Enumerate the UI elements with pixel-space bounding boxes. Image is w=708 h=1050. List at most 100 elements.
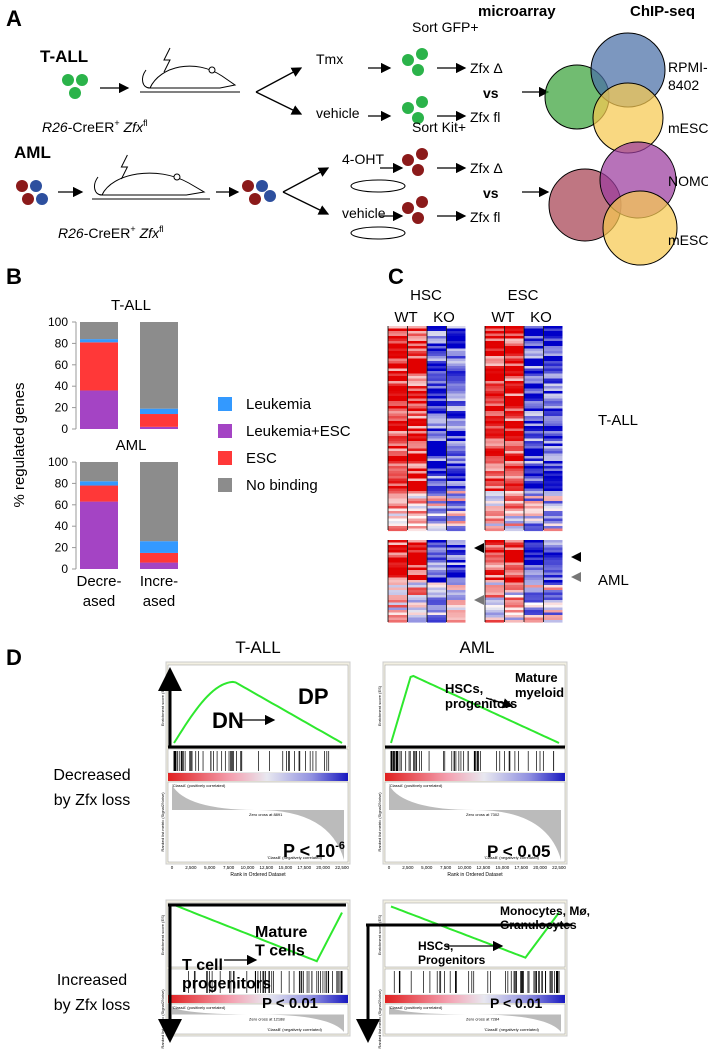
heatmap-cell [485, 411, 504, 414]
heatmap-cell [524, 590, 543, 593]
heatmap-cell [504, 431, 524, 434]
bar-segment [140, 322, 178, 409]
label: 17,500 [514, 865, 528, 870]
legend-label: No binding [246, 477, 318, 494]
heatmap-cell [524, 448, 543, 452]
heatmap-cell [524, 411, 543, 414]
heatmap-cell [524, 607, 543, 611]
heatmap-cell [427, 398, 446, 402]
heatmap-cell [427, 333, 446, 337]
heatmap-cell [485, 423, 504, 427]
heatmap-cell [407, 481, 427, 484]
heatmap-cell [446, 577, 466, 581]
heatmap-cell [427, 513, 446, 517]
heatmap-cell [543, 471, 563, 474]
heatmap-cell [446, 381, 466, 384]
heatmap-cell [485, 555, 504, 558]
heatmap-cell [446, 423, 466, 427]
heatmap-cell [524, 396, 543, 399]
heatmap-cell [524, 562, 543, 566]
heatmap-cell [407, 393, 427, 397]
heatmap-cell [543, 343, 563, 347]
heatmap-cell [543, 453, 563, 457]
heatmap-cell [504, 428, 524, 432]
heatmap-cell [427, 577, 446, 581]
y-tick-label: 40 [55, 379, 69, 393]
heatmap-cell [524, 341, 543, 344]
label: Zfx fl [470, 209, 500, 225]
color-bar [168, 773, 348, 781]
heatmap-cell [388, 443, 407, 447]
legend-swatch [218, 451, 232, 465]
genotype-part: Zfx [123, 119, 144, 135]
heatmap-cell [427, 620, 446, 623]
heatmap-cell [446, 396, 466, 399]
heatmap-cell [504, 565, 524, 568]
heatmap-cell [504, 557, 524, 561]
heatmap-cell [446, 511, 466, 514]
heatmap-cell [543, 506, 563, 509]
heatmap-cell [427, 501, 446, 504]
heatmap-cell [407, 518, 427, 522]
heatmap-cell [485, 398, 504, 402]
heatmap-cell [427, 441, 446, 444]
heatmap-cell [524, 528, 543, 532]
heatmap-cell [407, 508, 427, 512]
heatmap-cell [524, 560, 543, 563]
heatmap-cell [543, 498, 563, 502]
heatmap-cell [543, 526, 563, 529]
label: by Zfx loss [54, 792, 130, 809]
heatmap-cell [524, 453, 543, 457]
heatmap-cell [524, 488, 543, 492]
heatmap-cell [485, 361, 504, 364]
heatmap-cell [388, 401, 407, 404]
heatmap-cell [524, 620, 543, 623]
heatmap-cell [407, 428, 427, 432]
heatmap-cell [427, 508, 446, 512]
heatmap-cell [446, 580, 466, 583]
heatmap-cell [388, 353, 407, 357]
heatmap-cell [388, 550, 407, 553]
heatmap-cell [485, 408, 504, 412]
heatmap-cell [427, 383, 446, 387]
heatmap-cell [543, 413, 563, 417]
heatmap-cell [524, 403, 543, 407]
heatmap-cell [524, 466, 543, 469]
heatmap-cell [543, 496, 563, 499]
cell [242, 180, 254, 192]
heatmap-cell [504, 358, 524, 362]
heatmap-cell [427, 351, 446, 354]
heatmap-cell [388, 590, 407, 593]
heatmap-cell [485, 416, 504, 419]
label: 20,000 [316, 865, 330, 870]
heatmap-cell [427, 378, 446, 382]
heatmap-cell [485, 456, 504, 459]
label: Sort GFP+ [412, 19, 479, 35]
label: HSCs, [418, 939, 453, 953]
heatmap-cell [504, 381, 524, 384]
heatmap-cell [446, 386, 466, 389]
heatmap-cell [524, 552, 543, 556]
heatmap-cell [543, 368, 563, 372]
heatmap-cell [446, 403, 466, 407]
heatmap-cell [388, 615, 407, 618]
heatmap-cell [543, 396, 563, 399]
heatmap-cell [446, 458, 466, 462]
heatmap-cell [485, 466, 504, 469]
heatmap-cell [543, 403, 563, 407]
heatmap-cell [543, 600, 563, 603]
heatmap-cell [427, 518, 446, 522]
heatmap-cell [407, 371, 427, 374]
heatmap-cell [427, 423, 446, 427]
heatmap-cell [388, 446, 407, 449]
label: 2,500 [185, 865, 197, 870]
heatmap-cell [524, 331, 543, 334]
heatmap-cell [446, 521, 466, 524]
heatmap-cell [524, 438, 543, 442]
label: AML [460, 638, 495, 657]
heatmap-cell [504, 511, 524, 514]
heatmap-cell [485, 577, 504, 581]
heatmap-cell [407, 421, 427, 424]
heatmap-cell [388, 528, 407, 532]
bar-segment [80, 485, 118, 502]
